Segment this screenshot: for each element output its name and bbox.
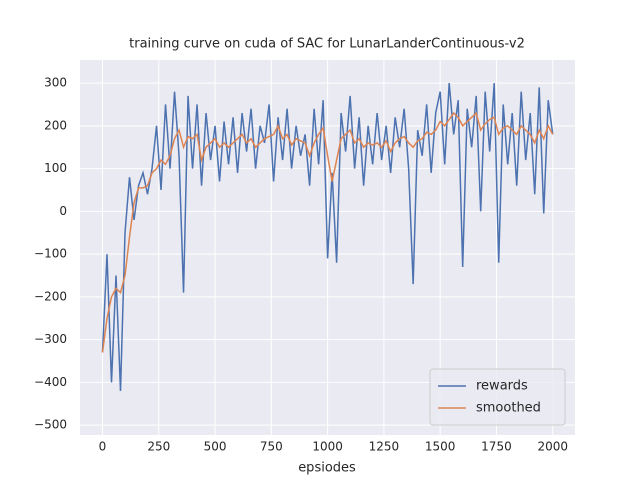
y-tick-label: −400 (34, 375, 67, 389)
y-tick-label: 300 (44, 76, 67, 90)
legend-label: smoothed (476, 401, 541, 416)
x-axis-label: epsiodes (298, 461, 356, 476)
x-tick-label: 1750 (481, 440, 512, 454)
x-tick-label: 1000 (312, 440, 343, 454)
x-tick-label: 500 (204, 440, 227, 454)
x-tick-label: 1250 (369, 440, 400, 454)
grid (80, 60, 575, 435)
series-line (101, 111, 554, 353)
y-tick-label: −100 (34, 247, 67, 261)
legend-label: rewards (476, 379, 528, 394)
y-tick-label: −200 (34, 289, 67, 303)
y-tick-label: 0 (59, 204, 67, 218)
y-tick-label: −500 (34, 418, 67, 432)
y-tick-label: 100 (44, 161, 67, 175)
x-tick-label: 0 (99, 440, 107, 454)
lines (101, 83, 554, 391)
x-tick-label: 2000 (537, 440, 568, 454)
y-tick-label: −300 (34, 332, 67, 346)
x-tick-label: 750 (260, 440, 283, 454)
legend-box (429, 368, 566, 426)
x-tick-label: 1500 (425, 440, 456, 454)
legend: rewards smoothed (429, 368, 566, 426)
chart-title: training curve on cuda of SAC for LunarL… (129, 37, 525, 52)
x-tick-label: 250 (147, 440, 170, 454)
y-tick-label: 200 (44, 118, 67, 132)
